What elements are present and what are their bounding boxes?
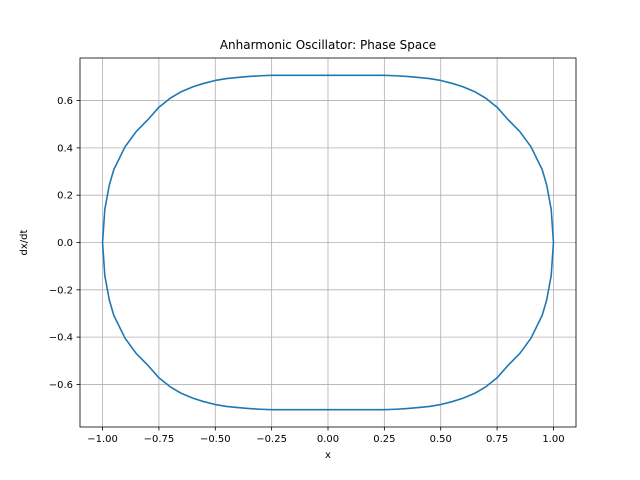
y-axis-label: dx/dt — [19, 229, 30, 255]
grid — [80, 58, 576, 427]
x-tick-label: −1.00 — [87, 434, 118, 445]
x-tick-label: −0.50 — [200, 434, 231, 445]
phase-trajectory-line — [101, 74, 555, 411]
y-tick-label: 0.4 — [57, 143, 73, 154]
x-tick-label: 0.50 — [430, 434, 452, 445]
y-tick-label: −0.4 — [49, 333, 73, 344]
x-tick-label: 1.00 — [542, 434, 564, 445]
x-tick-label: −0.25 — [256, 434, 287, 445]
x-axis-label: x — [325, 450, 331, 461]
y-tick-label: 0.0 — [57, 238, 73, 249]
y-tick-label: −0.2 — [49, 285, 73, 296]
x-tick-label: −0.75 — [144, 434, 175, 445]
x-tick-label: 0.00 — [317, 434, 339, 445]
ticks: −1.00 −0.75 −0.50 −0.25 0.00 0.25 0.50 0.75 1.00… — [49, 96, 565, 445]
y-tick-label: 0.2 — [57, 191, 73, 202]
x-tick-label: 0.25 — [373, 434, 395, 445]
chart-title: Anharmonic Oscillator: Phase Space — [220, 38, 436, 52]
y-tick-label: 0.6 — [57, 96, 73, 107]
y-tick-label: −0.6 — [49, 380, 73, 391]
series-layer — [101, 74, 555, 411]
x-tick-label: 0.75 — [486, 434, 508, 445]
